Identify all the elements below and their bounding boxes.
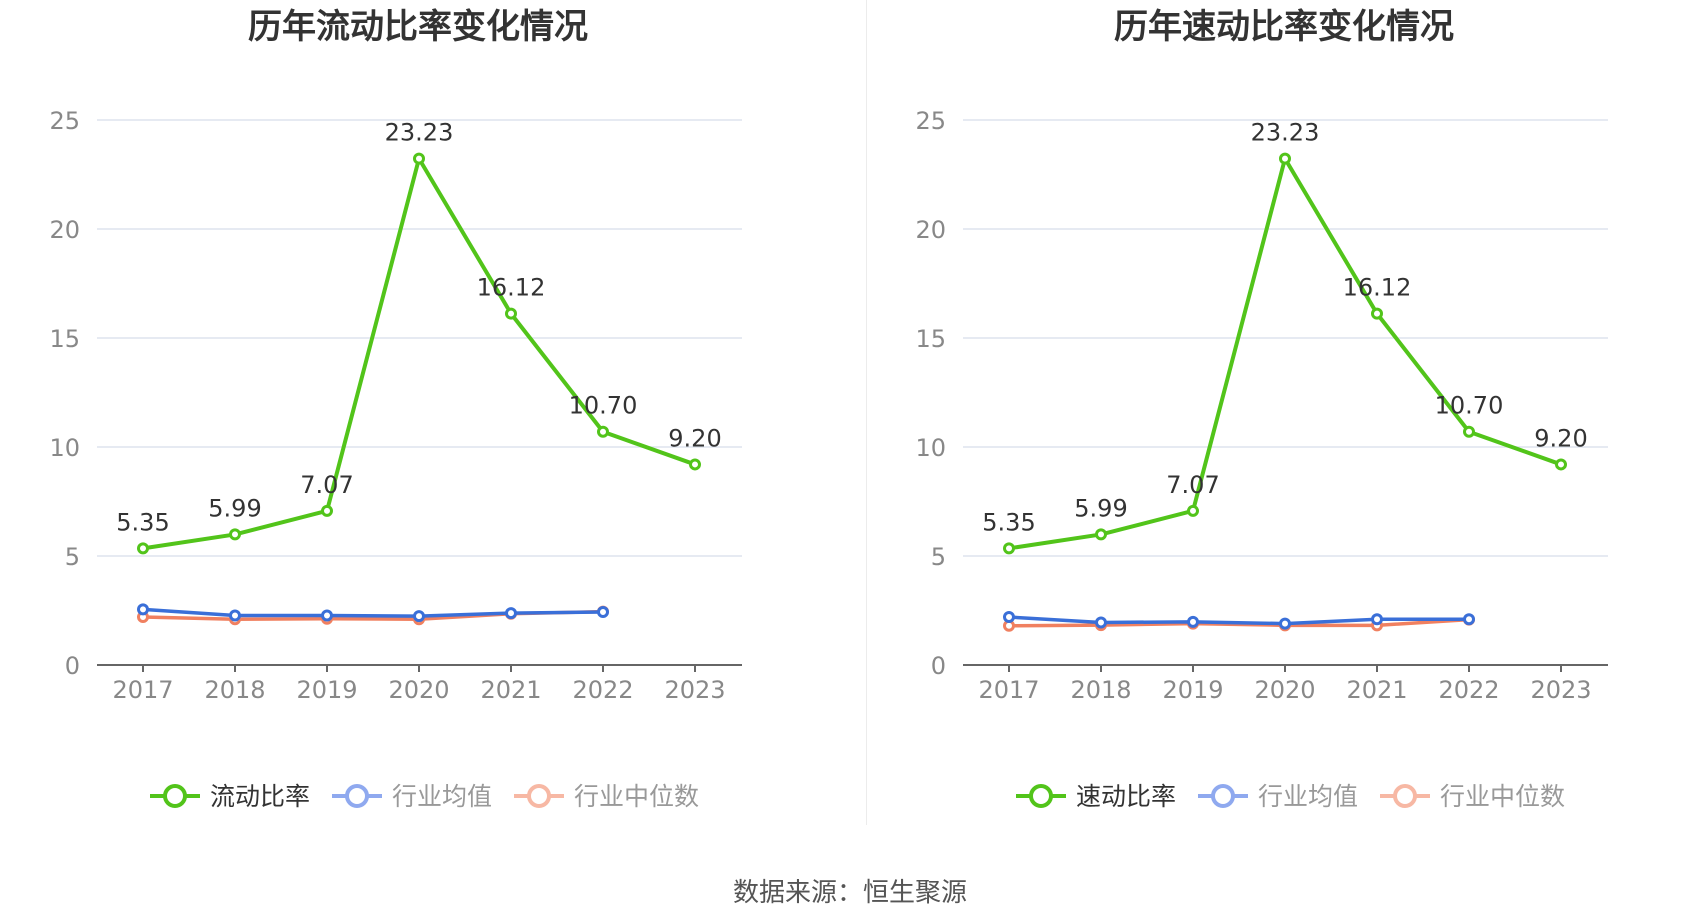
company-ratio-point xyxy=(1187,504,1199,517)
y-tick-label: 20 xyxy=(915,216,946,244)
y-tick-label: 25 xyxy=(915,107,946,135)
industry-average-line xyxy=(1008,615,1469,626)
company-ratio-point xyxy=(413,152,425,165)
industry-average-point xyxy=(413,610,425,623)
y-tick-label: 25 xyxy=(49,107,80,135)
y-tick-label: 5 xyxy=(65,543,80,571)
legend-marker xyxy=(1029,784,1053,808)
legend-marker xyxy=(527,784,551,808)
company-ratio-point xyxy=(137,542,149,555)
industry-average-point xyxy=(1095,616,1107,629)
legend-marker xyxy=(345,784,369,808)
data-label: 9.20 xyxy=(668,424,721,452)
data-label: 10.70 xyxy=(569,392,638,420)
y-tick-label: 10 xyxy=(915,434,946,462)
data-label: 5.99 xyxy=(1074,494,1127,522)
data-source-label: 数据来源：恒生聚源 xyxy=(732,878,967,908)
company-ratio-point xyxy=(1371,307,1383,320)
company-ratio-line xyxy=(142,156,696,551)
industry-average-line xyxy=(142,607,604,618)
company-ratio-point xyxy=(689,458,701,471)
industry-average-point xyxy=(1279,617,1291,630)
legend-label: 行业均值 xyxy=(392,782,492,811)
x-tick-label: 2018 xyxy=(204,676,265,704)
company-ratio-point xyxy=(505,307,517,320)
industry-average-point xyxy=(1187,615,1199,628)
quick-ratio-chart: 历年速动比率变化情况 0 5 10 15 20 25 2017 2018 2019 2020 2021… xyxy=(915,7,1608,811)
company-ratio-point xyxy=(1555,458,1567,471)
legend-label: 行业中位数 xyxy=(1440,782,1565,811)
legend-marker xyxy=(163,784,187,808)
x-tick-label: 2023 xyxy=(664,676,725,704)
x-tick-label: 2022 xyxy=(572,676,633,704)
chart-title: 历年速动比率变化情况 xyxy=(1114,7,1454,47)
x-tick-label: 2019 xyxy=(1162,676,1223,704)
company-ratio-point xyxy=(597,425,609,438)
y-tick-label: 20 xyxy=(49,216,80,244)
y-tick-label: 15 xyxy=(915,325,946,353)
data-label: 7.07 xyxy=(1166,471,1219,499)
company-ratio-point xyxy=(1095,528,1107,541)
data-label: 9.20 xyxy=(1534,424,1587,452)
legend-marker xyxy=(1393,784,1417,808)
data-label: 7.07 xyxy=(300,471,353,499)
industry-average-point xyxy=(1003,611,1015,624)
y-tick-label: 0 xyxy=(931,652,946,680)
x-tick-label: 2021 xyxy=(1346,676,1407,704)
data-label: 23.23 xyxy=(1251,119,1320,147)
data-label: 16.12 xyxy=(1343,274,1412,302)
legend-label: 速动比率 xyxy=(1076,782,1176,811)
legend-label: 流动比率 xyxy=(210,782,310,811)
company-ratio-point xyxy=(1279,152,1291,165)
industry-average-point xyxy=(1371,613,1383,626)
x-tick-label: 2017 xyxy=(978,676,1039,704)
industry-average-point xyxy=(597,606,609,619)
company-ratio-point xyxy=(1463,425,1475,438)
data-label: 23.23 xyxy=(385,119,454,147)
chart-title: 历年流动比率变化情况 xyxy=(248,7,588,47)
data-label: 16.12 xyxy=(477,274,546,302)
company-ratio-point xyxy=(321,504,333,517)
legend-label: 行业中位数 xyxy=(574,782,699,811)
y-tick-label: 15 xyxy=(49,325,80,353)
y-tick-label: 10 xyxy=(49,434,80,462)
industry-average-point xyxy=(505,607,517,620)
data-label: 10.70 xyxy=(1435,392,1504,420)
x-tick-label: 2021 xyxy=(480,676,541,704)
industry-average-point xyxy=(1463,613,1475,626)
x-tick-label: 2018 xyxy=(1070,676,1131,704)
x-tick-label: 2020 xyxy=(388,676,449,704)
data-label: 5.35 xyxy=(116,508,169,536)
legend-marker xyxy=(1211,784,1235,808)
current-ratio-chart: 历年流动比率变化情况 0 5 10 15 20 25 2017 2018 2019 2020 2021… xyxy=(49,7,742,811)
panel-divider xyxy=(866,0,867,825)
company-ratio-point xyxy=(1003,542,1015,555)
data-label: 5.99 xyxy=(208,494,261,522)
industry-average-point xyxy=(321,609,333,622)
company-ratio-point xyxy=(229,528,241,541)
y-tick-label: 5 xyxy=(931,543,946,571)
company-ratio-line xyxy=(1008,156,1562,551)
legend-label: 行业均值 xyxy=(1258,782,1358,811)
industry-average-point xyxy=(229,609,241,622)
data-label: 5.35 xyxy=(982,508,1035,536)
y-tick-label: 0 xyxy=(65,652,80,680)
x-tick-label: 2017 xyxy=(112,676,173,704)
x-tick-label: 2022 xyxy=(1438,676,1499,704)
industry-average-point xyxy=(137,603,149,616)
x-tick-label: 2020 xyxy=(1254,676,1315,704)
x-tick-label: 2023 xyxy=(1530,676,1591,704)
x-tick-label: 2019 xyxy=(296,676,357,704)
